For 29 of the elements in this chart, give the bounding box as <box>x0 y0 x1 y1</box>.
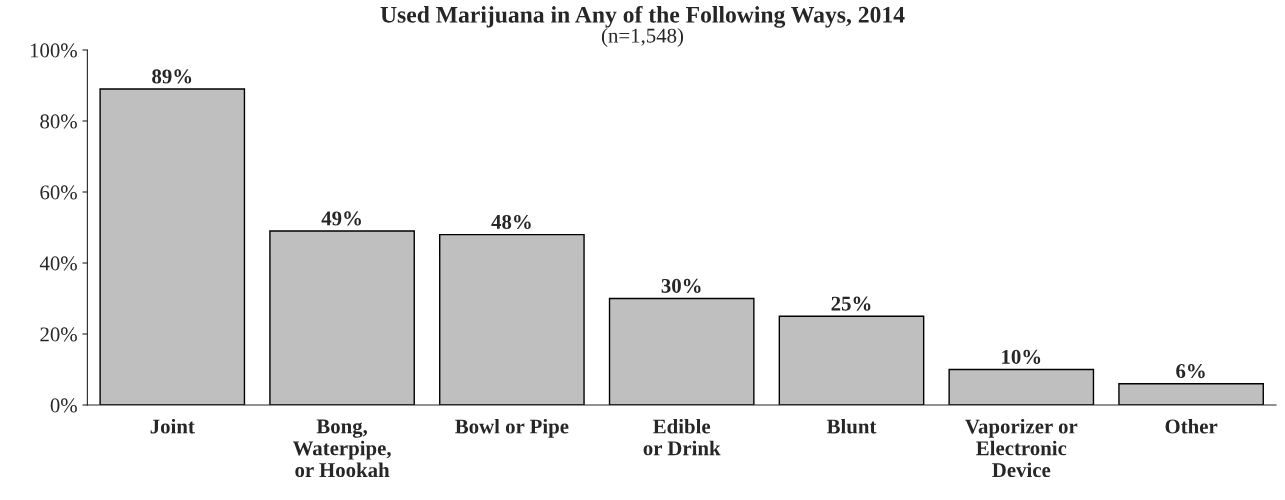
bar <box>99 88 246 405</box>
x-tick-label: Joint <box>150 418 195 434</box>
y-tick-label: 0% <box>50 398 77 413</box>
bar <box>439 233 585 405</box>
data-label: 48% <box>491 214 531 230</box>
y-tick-label: 80% <box>40 114 77 129</box>
data-label: 49% <box>321 211 361 226</box>
x-tick-label: Vaporizer or Electronic Device <box>965 418 1078 478</box>
bar <box>948 368 1095 405</box>
data-label: 89% <box>152 69 192 84</box>
data-label: 6% <box>1176 364 1205 379</box>
chart-title: Used Marijuana in Any of the Following Ways, 2014 <box>380 5 905 28</box>
bar <box>1118 383 1264 405</box>
x-tick-label: Blunt <box>826 418 877 434</box>
x-tick-label: Bong, Waterpipe, or Hookah <box>292 419 391 478</box>
y-tick-label: 40% <box>39 256 77 271</box>
data-label: 10% <box>1002 349 1041 364</box>
data-label: 25% <box>831 296 871 311</box>
chart-subtitle: (n=1,548) <box>601 28 684 47</box>
y-tick-label: 100% <box>30 43 77 58</box>
x-tick-label: Edible or Drink <box>643 418 721 456</box>
x-tick-label: Bowl or Pipe <box>455 418 569 438</box>
x-tick-label: Other <box>1165 418 1218 434</box>
data-label: 30% <box>661 278 701 293</box>
y-tick-label: 20% <box>40 327 77 342</box>
bar <box>608 297 755 405</box>
bar <box>269 230 415 405</box>
y-tick-label: 60% <box>40 185 77 200</box>
bar <box>778 315 925 405</box>
